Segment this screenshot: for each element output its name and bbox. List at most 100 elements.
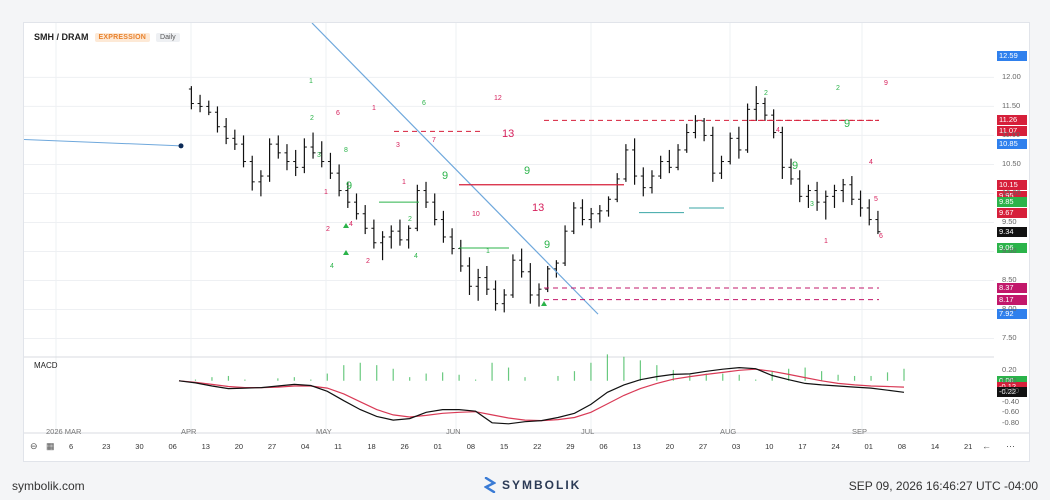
price-tag: 9.06 — [997, 242, 1027, 253]
price-tag: 12.59 — [997, 51, 1027, 62]
ohlc-bar — [692, 115, 698, 139]
zoom-icon[interactable]: ⊖ — [30, 441, 38, 451]
count-digit: 1 — [309, 78, 313, 85]
price-tag: 9.34 — [997, 226, 1027, 237]
ohlc-bar — [788, 158, 794, 185]
ohlc-bar — [432, 193, 438, 226]
count-digit: 1 — [324, 189, 328, 196]
ohlc-bar — [493, 280, 499, 311]
count-digit: 4 — [869, 159, 873, 166]
count-digit: 9 — [524, 165, 530, 177]
day-label: 01 — [433, 442, 442, 451]
price-axis-tick: 11.50 — [1002, 101, 1021, 111]
ohlc-bar — [301, 138, 307, 174]
ohlc-bar — [214, 106, 220, 133]
price-axis-tick: 11.00 — [1002, 130, 1021, 140]
price-axis-tick: 10.50 — [1002, 159, 1021, 169]
count-digit: 9 — [792, 160, 798, 172]
more-options-icon[interactable]: ⋯ — [1006, 441, 1015, 451]
ohlc-bar — [614, 173, 620, 203]
day-label: 11 — [334, 442, 342, 451]
macd-tag: 0.00 — [997, 375, 1027, 386]
ohlc-bar — [475, 268, 481, 301]
ohlc-bar — [397, 219, 403, 246]
ohlc-bar — [423, 181, 429, 208]
ohlc-bar — [327, 152, 333, 179]
ohlc-bar — [762, 97, 768, 121]
ohlc-bar — [249, 155, 255, 191]
day-label: 08 — [897, 442, 907, 451]
scroll-back-arrow-icon[interactable]: ← — [982, 441, 991, 451]
ohlc-bar — [440, 210, 446, 243]
symbol-label[interactable]: SMH / DRAM — [34, 32, 89, 42]
ohlc-bar — [519, 248, 525, 278]
count-digit: 12 — [494, 95, 502, 102]
price-axis-tick: 10.00 — [1002, 188, 1021, 198]
ohlc-bar — [406, 225, 412, 249]
chart-header: SMH / DRAM EXPRESSION Daily — [34, 32, 180, 42]
ohlc-bar — [510, 254, 516, 298]
ohlc-bar — [745, 103, 751, 153]
price-chart[interactable]: 1231246894213124679101121391392493129456… — [24, 23, 1029, 461]
buy-signal-icon — [541, 301, 547, 306]
count-digit: 9 — [844, 118, 850, 130]
count-digit: 7 — [432, 137, 436, 144]
ohlc-bar — [293, 149, 299, 177]
site-url[interactable]: symbolik.com — [12, 479, 85, 493]
price-axis-tick: 8.00 — [1002, 304, 1017, 314]
ohlc-bar — [858, 190, 864, 217]
ohlc-bar — [267, 138, 273, 182]
count-digit: 1 — [486, 248, 490, 255]
count-digit: 6 — [422, 100, 426, 107]
ohlc-bar — [849, 176, 855, 206]
count-digit: 2 — [310, 115, 314, 122]
macd-axis-tick: 0.20 — [1002, 365, 1017, 375]
day-label: 03 — [731, 442, 741, 451]
ohlc-bar — [640, 167, 646, 197]
timeframe-badge[interactable]: Daily — [156, 32, 180, 42]
count-digit: 4 — [349, 221, 353, 228]
calendar-icon[interactable]: ▦ — [46, 441, 55, 451]
macd-axis-tick: -0.60 — [1002, 407, 1020, 417]
ohlc-bar — [414, 184, 420, 232]
ohlc-bar — [536, 283, 542, 307]
day-label: 10 — [765, 442, 774, 451]
day-label: 26 — [400, 442, 409, 451]
day-label: 30 — [135, 442, 144, 451]
count-digit: 2 — [366, 258, 370, 265]
count-digit: 3 — [317, 152, 321, 159]
ohlc-bar — [753, 86, 759, 121]
day-label: 06 — [168, 442, 177, 451]
ohlc-bar — [805, 184, 811, 208]
ohlc-bar — [831, 184, 837, 208]
macd-signal-line — [178, 368, 905, 422]
ohlc-bar — [449, 228, 455, 255]
price-tag: 8.17 — [997, 294, 1027, 305]
price-axis-tick: 7.50 — [1002, 333, 1017, 343]
count-digit: 2 — [836, 85, 840, 92]
ohlc-bar — [823, 190, 829, 220]
count-digit: 3 — [396, 142, 400, 149]
count-digit: 13 — [502, 128, 514, 140]
day-label: 24 — [831, 442, 840, 451]
macd-label: MACD — [34, 361, 58, 370]
macd-axis-tick: -0.80 — [1002, 417, 1020, 427]
ohlc-bar — [206, 100, 212, 116]
time-axis: ⊖ ▦ 2026 MAR APR MAY JUN JUL AUG SEP 6 23 30 06 13 2… — [24, 427, 1029, 459]
month-label: 2026 MAR — [46, 427, 82, 436]
count-digit: 8 — [344, 147, 348, 154]
ohlc-bar — [658, 155, 664, 179]
ohlc-bar — [597, 205, 603, 223]
ohlc-bar — [354, 193, 359, 220]
macd-tag: -0.22 — [997, 387, 1027, 398]
count-digit: 9 — [442, 170, 448, 182]
day-label: 13 — [632, 442, 641, 451]
day-label: 20 — [234, 442, 244, 451]
macd-axis-tick: -0.40 — [1002, 396, 1020, 406]
ohlc-bar — [188, 86, 194, 110]
brand-name: SYMBOLIK — [502, 478, 582, 492]
day-label: 15 — [499, 442, 509, 451]
macd-axis-tick: -0.20 — [1002, 386, 1020, 396]
count-digit: 10 — [472, 211, 480, 218]
trendline — [24, 138, 182, 147]
